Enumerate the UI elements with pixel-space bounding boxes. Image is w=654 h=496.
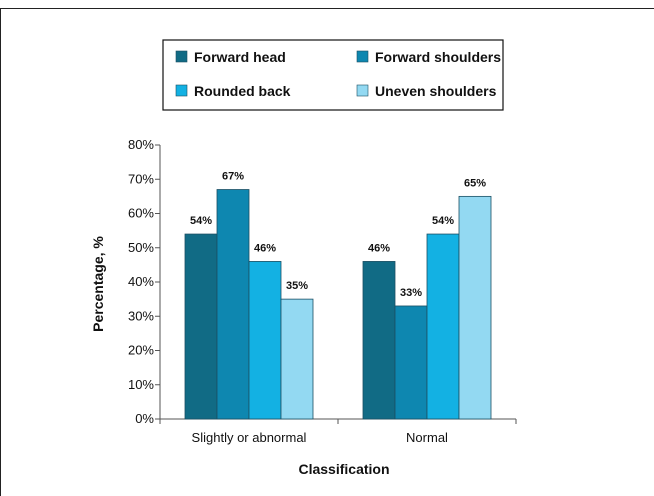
- bar: [280, 298, 314, 420]
- bar: [394, 305, 428, 420]
- y-tick-label: 10%: [128, 377, 154, 392]
- y-tick-label: 60%: [128, 206, 154, 221]
- x-tick-label: Normal: [406, 430, 448, 445]
- legend-swatch: [356, 50, 369, 63]
- y-tick-label: 50%: [128, 240, 154, 255]
- y-tick-label: 20%: [128, 343, 154, 358]
- data-label: 46%: [254, 242, 276, 254]
- data-label: 33%: [400, 287, 422, 299]
- bar: [184, 233, 218, 420]
- legend-label: Forward shoulders: [375, 49, 501, 65]
- legend-label: Uneven shoulders: [375, 83, 497, 99]
- legend-swatch: [356, 84, 369, 97]
- data-label: 54%: [190, 215, 212, 227]
- y-tick-label: 40%: [128, 274, 154, 289]
- legend-box: [162, 39, 504, 111]
- legend-label: Forward head: [194, 49, 286, 65]
- y-tick-label: 0%: [135, 411, 154, 426]
- y-axis: 0% 10% 20% 30% 40% 50% 60% 70% 80%: [128, 137, 161, 426]
- data-label: 67%: [222, 171, 244, 183]
- legend-swatch: [175, 84, 188, 97]
- y-tick-label: 30%: [128, 308, 154, 323]
- bar: [248, 261, 282, 420]
- data-labels: 54% 67% 46% 35% 46% 33% 54% 65%: [190, 171, 486, 299]
- x-axis-title: Classification: [298, 461, 389, 477]
- y-tick-label: 70%: [128, 171, 154, 186]
- chart-frame: [0, 8, 654, 496]
- y-axis-title: Percentage, %: [90, 236, 106, 332]
- x-axis: Slightly or abnormal Normal: [159, 418, 517, 445]
- bar: [362, 261, 396, 420]
- data-label: 65%: [464, 177, 486, 189]
- data-label: 46%: [368, 242, 390, 254]
- bar: [458, 195, 492, 420]
- bar: [426, 233, 460, 420]
- legend-label: Rounded back: [194, 83, 291, 99]
- y-tick-label: 80%: [128, 137, 154, 152]
- legend: Forward head Forward shoulders Rounded bac…: [162, 39, 504, 111]
- bar: [216, 189, 250, 420]
- data-label: 35%: [286, 280, 308, 292]
- legend-swatch: [175, 50, 188, 63]
- data-label: 54%: [432, 215, 454, 227]
- x-tick-label: Slightly or abnormal: [192, 430, 307, 445]
- bars: [184, 189, 492, 420]
